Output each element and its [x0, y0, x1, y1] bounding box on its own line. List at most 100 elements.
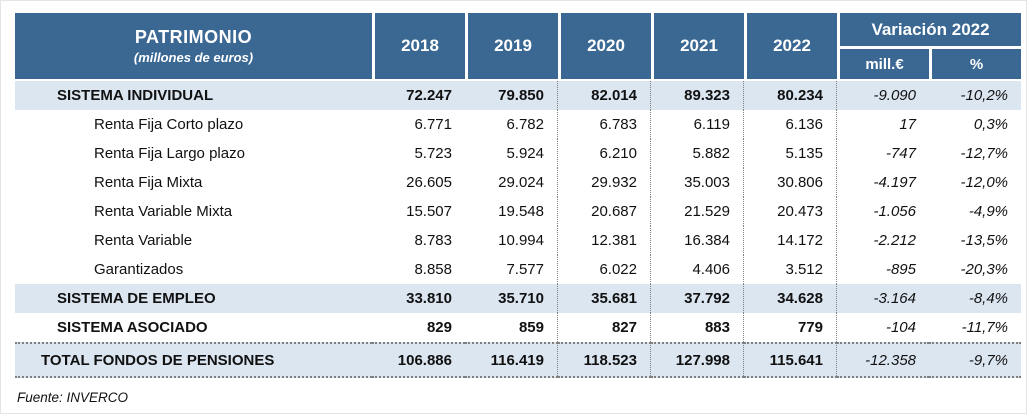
header-patrimonio: PATRIMONIO (millones de euros)	[15, 13, 372, 81]
cell-2018: 72.247	[372, 81, 465, 110]
cell-2019: 859	[465, 313, 558, 342]
table-title: PATRIMONIO	[134, 27, 253, 47]
cell-2019: 35.710	[465, 284, 558, 313]
cell-variation-pct: -12,7%	[960, 145, 1009, 162]
table-row: SISTEMA ASOCIADO 829 859 827 883 779 -104 -11,7…	[15, 313, 1021, 342]
cell-variation-pct: -10,2%	[929, 81, 1022, 110]
cell-2022: 14.172	[744, 226, 837, 255]
cell-2018: 15.507	[406, 203, 452, 220]
row-label: SISTEMA ASOCIADO	[57, 319, 208, 336]
cell-variation-mill: -12.358	[837, 342, 929, 378]
row-label: Renta Variable Mixta	[94, 203, 233, 220]
row-label: Renta Fija Corto plazo	[94, 116, 244, 133]
cell-2021: 89.323	[651, 81, 744, 110]
cell-2020: 82.014	[558, 81, 651, 110]
cell-2019: 10.994	[465, 226, 558, 255]
cell-2019: 5.924	[465, 139, 558, 168]
cell-variation-pct: -20,3%	[960, 261, 1009, 278]
cell-variation-mill: -9.090	[837, 81, 929, 110]
cell-2021: 127.998	[651, 342, 744, 378]
cell-2021: 16.384	[651, 226, 744, 255]
row-label: Renta Fija Largo plazo	[94, 145, 245, 162]
cell-2021: 4.406	[651, 255, 744, 284]
header-year-2019: 2019	[465, 13, 558, 81]
cell-2022: 80.234	[744, 81, 837, 110]
cell-2020: 6.783	[558, 110, 651, 139]
row-label: Renta Variable	[94, 232, 193, 249]
header-year-2018: 2018	[372, 13, 465, 81]
patrimonio-table: PATRIMONIO (millones de euros) 2018 2019…	[15, 13, 1022, 378]
cell-2019: 79.850	[465, 81, 558, 110]
cell-2022: 3.512	[744, 255, 837, 284]
cell-2018: 5.723	[414, 145, 452, 162]
cell-variation-mill: 17	[899, 116, 916, 133]
cell-variation-mill: -895	[885, 261, 916, 278]
cell-2022: 115.641	[744, 342, 837, 378]
cell-2020: 29.932	[558, 168, 651, 197]
header-variation-2022: Variación 2022	[837, 13, 1022, 49]
cell-variation-pct: -8,4%	[929, 284, 1022, 313]
cell-2018: 26.605	[406, 174, 452, 191]
cell-2018: 8.783	[414, 232, 452, 249]
cell-variation-mill: -747	[885, 145, 916, 162]
cell-2018: 6.771	[414, 116, 452, 133]
table-row: Renta Variable Mixta 15.507 19.548 20.687 21…	[15, 197, 1021, 226]
table-row: Renta Variable 8.783 10.994 12.381 16.384 14.…	[15, 226, 1021, 255]
cell-2022: 779	[744, 313, 837, 342]
header-variation-mill: mill.€	[837, 49, 929, 81]
cell-2019: 19.548	[465, 197, 558, 226]
cell-2022: 6.136	[744, 110, 837, 139]
cell-2022: 20.473	[744, 197, 837, 226]
table-body: SISTEMA INDIVIDUAL 72.247 79.850 82.014 89.3…	[15, 81, 1022, 378]
cell-variation-pct: -4,9%	[968, 203, 1009, 220]
cell-2019: 29.024	[465, 168, 558, 197]
row-label: SISTEMA INDIVIDUAL	[15, 81, 372, 110]
table-subtitle: (millones de euros)	[133, 50, 254, 65]
cell-2021: 37.792	[651, 284, 744, 313]
cell-2020: 118.523	[558, 342, 651, 378]
cell-variation-pct: -11,7%	[961, 319, 1009, 336]
cell-2018: 8.858	[414, 261, 452, 278]
cell-variation-mill: -104	[885, 319, 916, 336]
cell-variation-mill: -2.212	[873, 232, 916, 249]
header-year-2020: 2020	[558, 13, 651, 81]
cell-2020: 20.687	[558, 197, 651, 226]
cell-2018: 829	[426, 319, 452, 336]
cell-2022: 5.135	[744, 139, 837, 168]
table-row: Garantizados 8.858 7.577 6.022 4.406 3.512 -89…	[15, 255, 1021, 284]
cell-2018: 106.886	[372, 342, 465, 378]
cell-2018: 33.810	[372, 284, 465, 313]
cell-2020: 827	[558, 313, 651, 342]
cell-variation-pct: -12,0%	[960, 174, 1009, 191]
cell-2019: 6.782	[465, 110, 558, 139]
table-row: SISTEMA DE EMPLEO 33.810 35.710 35.681 37.79…	[15, 284, 1022, 313]
table-row: Renta Fija Corto plazo 6.771 6.782 6.783 6.1…	[15, 110, 1021, 139]
row-label: Renta Fija Mixta	[94, 174, 203, 191]
cell-2020: 35.681	[558, 284, 651, 313]
cell-2022: 34.628	[744, 284, 837, 313]
table-row: TOTAL FONDOS DE PENSIONES 106.886 116.419 1…	[15, 342, 1022, 378]
row-label: TOTAL FONDOS DE PENSIONES	[15, 342, 372, 378]
cell-2021: 883	[651, 313, 744, 342]
cell-2020: 6.022	[558, 255, 651, 284]
header-variation-pct: %	[929, 49, 1022, 81]
cell-variation-pct: -9,7%	[929, 342, 1022, 378]
table-row: Renta Fija Largo plazo 5.723 5.924 6.210 5.8…	[15, 139, 1021, 168]
header-year-2021: 2021	[651, 13, 744, 81]
header-year-2022: 2022	[744, 13, 837, 81]
cell-2021: 5.882	[651, 139, 744, 168]
table-row: Renta Fija Mixta 26.605 29.024 29.932 35.003…	[15, 168, 1021, 197]
table-row: SISTEMA INDIVIDUAL 72.247 79.850 82.014 89.3…	[15, 81, 1022, 110]
cell-variation-pct: -13,5%	[960, 232, 1009, 249]
cell-variation-mill: -4.197	[873, 174, 916, 191]
cell-2020: 12.381	[558, 226, 651, 255]
cell-2020: 6.210	[558, 139, 651, 168]
row-label: Garantizados	[94, 261, 184, 278]
cell-2021: 21.529	[651, 197, 744, 226]
source-note: Fuente: INVERCO	[17, 390, 129, 405]
cell-2022: 30.806	[744, 168, 837, 197]
cell-variation-mill: -3.164	[837, 284, 929, 313]
cell-2021: 35.003	[651, 168, 744, 197]
cell-variation-pct: 0,3%	[973, 116, 1009, 133]
